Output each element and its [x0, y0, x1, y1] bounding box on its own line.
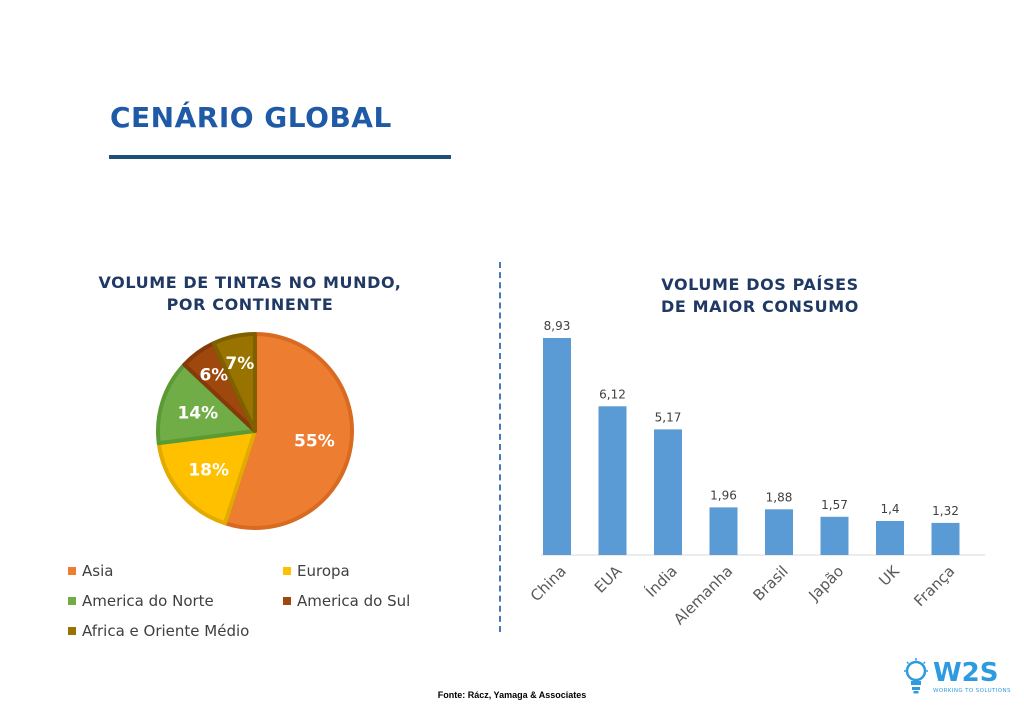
section-divider — [499, 262, 501, 632]
pie-chart-title: VOLUME DE TINTAS NO MUNDO, POR CONTINENT… — [70, 272, 430, 316]
pie-data-label-africa-e-oriente-medio: 7% — [225, 354, 254, 374]
bar-franca — [931, 522, 960, 555]
legend-item-america-do-sul: America do Sul — [283, 590, 488, 611]
bar-japao — [820, 516, 849, 555]
legend-label: Asia — [82, 561, 114, 580]
legend-item-asia: Asia — [68, 560, 283, 581]
pie-chart-title-line-1: VOLUME DE TINTAS NO MUNDO, — [98, 273, 402, 292]
bar-eua — [598, 406, 627, 555]
pie-data-label-america-do-norte: 14% — [177, 403, 218, 423]
x-tick-label-alemanha: Alemanha — [670, 562, 736, 628]
bar-value-label-japao: 1,57 — [821, 498, 848, 512]
bar-brasil — [765, 509, 793, 555]
x-tick-label-franca: França — [910, 562, 958, 610]
pie-data-label-america-do-sul: 6% — [199, 366, 228, 386]
pie-chart: 55% 18% 14% 6%7% — [156, 332, 354, 530]
bar-value-label-uk: 1,4 — [880, 502, 899, 516]
logo-tagline: WORKING TO SOLUTIONS — [933, 688, 1011, 694]
bar-india — [654, 429, 682, 555]
legend-swatch — [68, 626, 76, 635]
legend-label: Europa — [297, 561, 350, 580]
x-tick-label-uk: UK — [875, 561, 903, 589]
legend-label: America do Norte — [82, 591, 214, 610]
legend-item-europa: Europa — [283, 560, 488, 581]
legend-swatch — [283, 566, 291, 575]
x-tick-label-eua: EUA — [591, 562, 626, 597]
pie-legend: Asia Europa America do Norte America do Sul… — [68, 560, 488, 641]
logo-text: W2S — [933, 658, 999, 688]
bar-value-label-china: 8,93 — [544, 319, 571, 333]
bar-value-label-brasil: 1,88 — [766, 490, 793, 504]
bar-value-label-eua: 6,12 — [599, 387, 626, 401]
legend-item-africa-e-oriente-medio: Africa e Oriente Médio — [68, 620, 283, 641]
title-underline — [109, 155, 451, 159]
legend-swatch — [283, 596, 291, 605]
bar-chart-title-line-2: DE MAIOR CONSUMO — [661, 297, 859, 316]
legend-item-america-do-norte: America do Norte — [68, 590, 283, 611]
pie-data-label-europa: 18% — [188, 460, 229, 480]
bar-chart-title: VOLUME DOS PAÍSES DE MAIOR CONSUMO — [580, 274, 940, 318]
x-tick-label-china: China — [527, 562, 570, 605]
legend-swatch — [68, 596, 76, 605]
lightbulb-icon — [904, 658, 928, 694]
legend-label: Africa e Oriente Médio — [82, 621, 250, 640]
bar-value-label-alemanha: 1,96 — [710, 488, 737, 502]
legend-label: America do Sul — [297, 591, 411, 610]
bar-chart-title-line-1: VOLUME DOS PAÍSES — [661, 275, 859, 294]
pie-slice-europa — [156, 429, 257, 526]
pie-slice-africa-e-oriente-medio — [211, 332, 257, 433]
source-note: Fonte: Rácz, Yamaga & Associates — [437, 690, 587, 700]
x-tick-label-japao: Japão — [805, 562, 848, 605]
bar-chart: 8,93 China 6,12 EUA 5,17 Índia 1,96 Alemanha 1,8… — [527, 319, 985, 628]
bar-value-label-franca: 1,32 — [932, 504, 959, 518]
x-tick-label-brasil: Brasil — [750, 562, 792, 604]
bar-alemanha — [709, 507, 738, 555]
bar-value-label-india: 5,17 — [655, 410, 682, 424]
pie-data-label-asia: 55% — [294, 431, 335, 451]
bar-china — [543, 338, 571, 555]
w2s-logo: W2S WORKING TO SOLUTIONS — [897, 655, 1017, 700]
pie-slice-america-do-norte — [156, 362, 257, 446]
pie-chart-title-line-2: POR CONTINENTE — [166, 295, 334, 314]
x-tick-label-india: Índia — [641, 561, 680, 600]
bar-uk — [876, 521, 904, 555]
legend-swatch — [68, 566, 76, 575]
page-title: CENÁRIO GLOBAL — [110, 101, 392, 134]
